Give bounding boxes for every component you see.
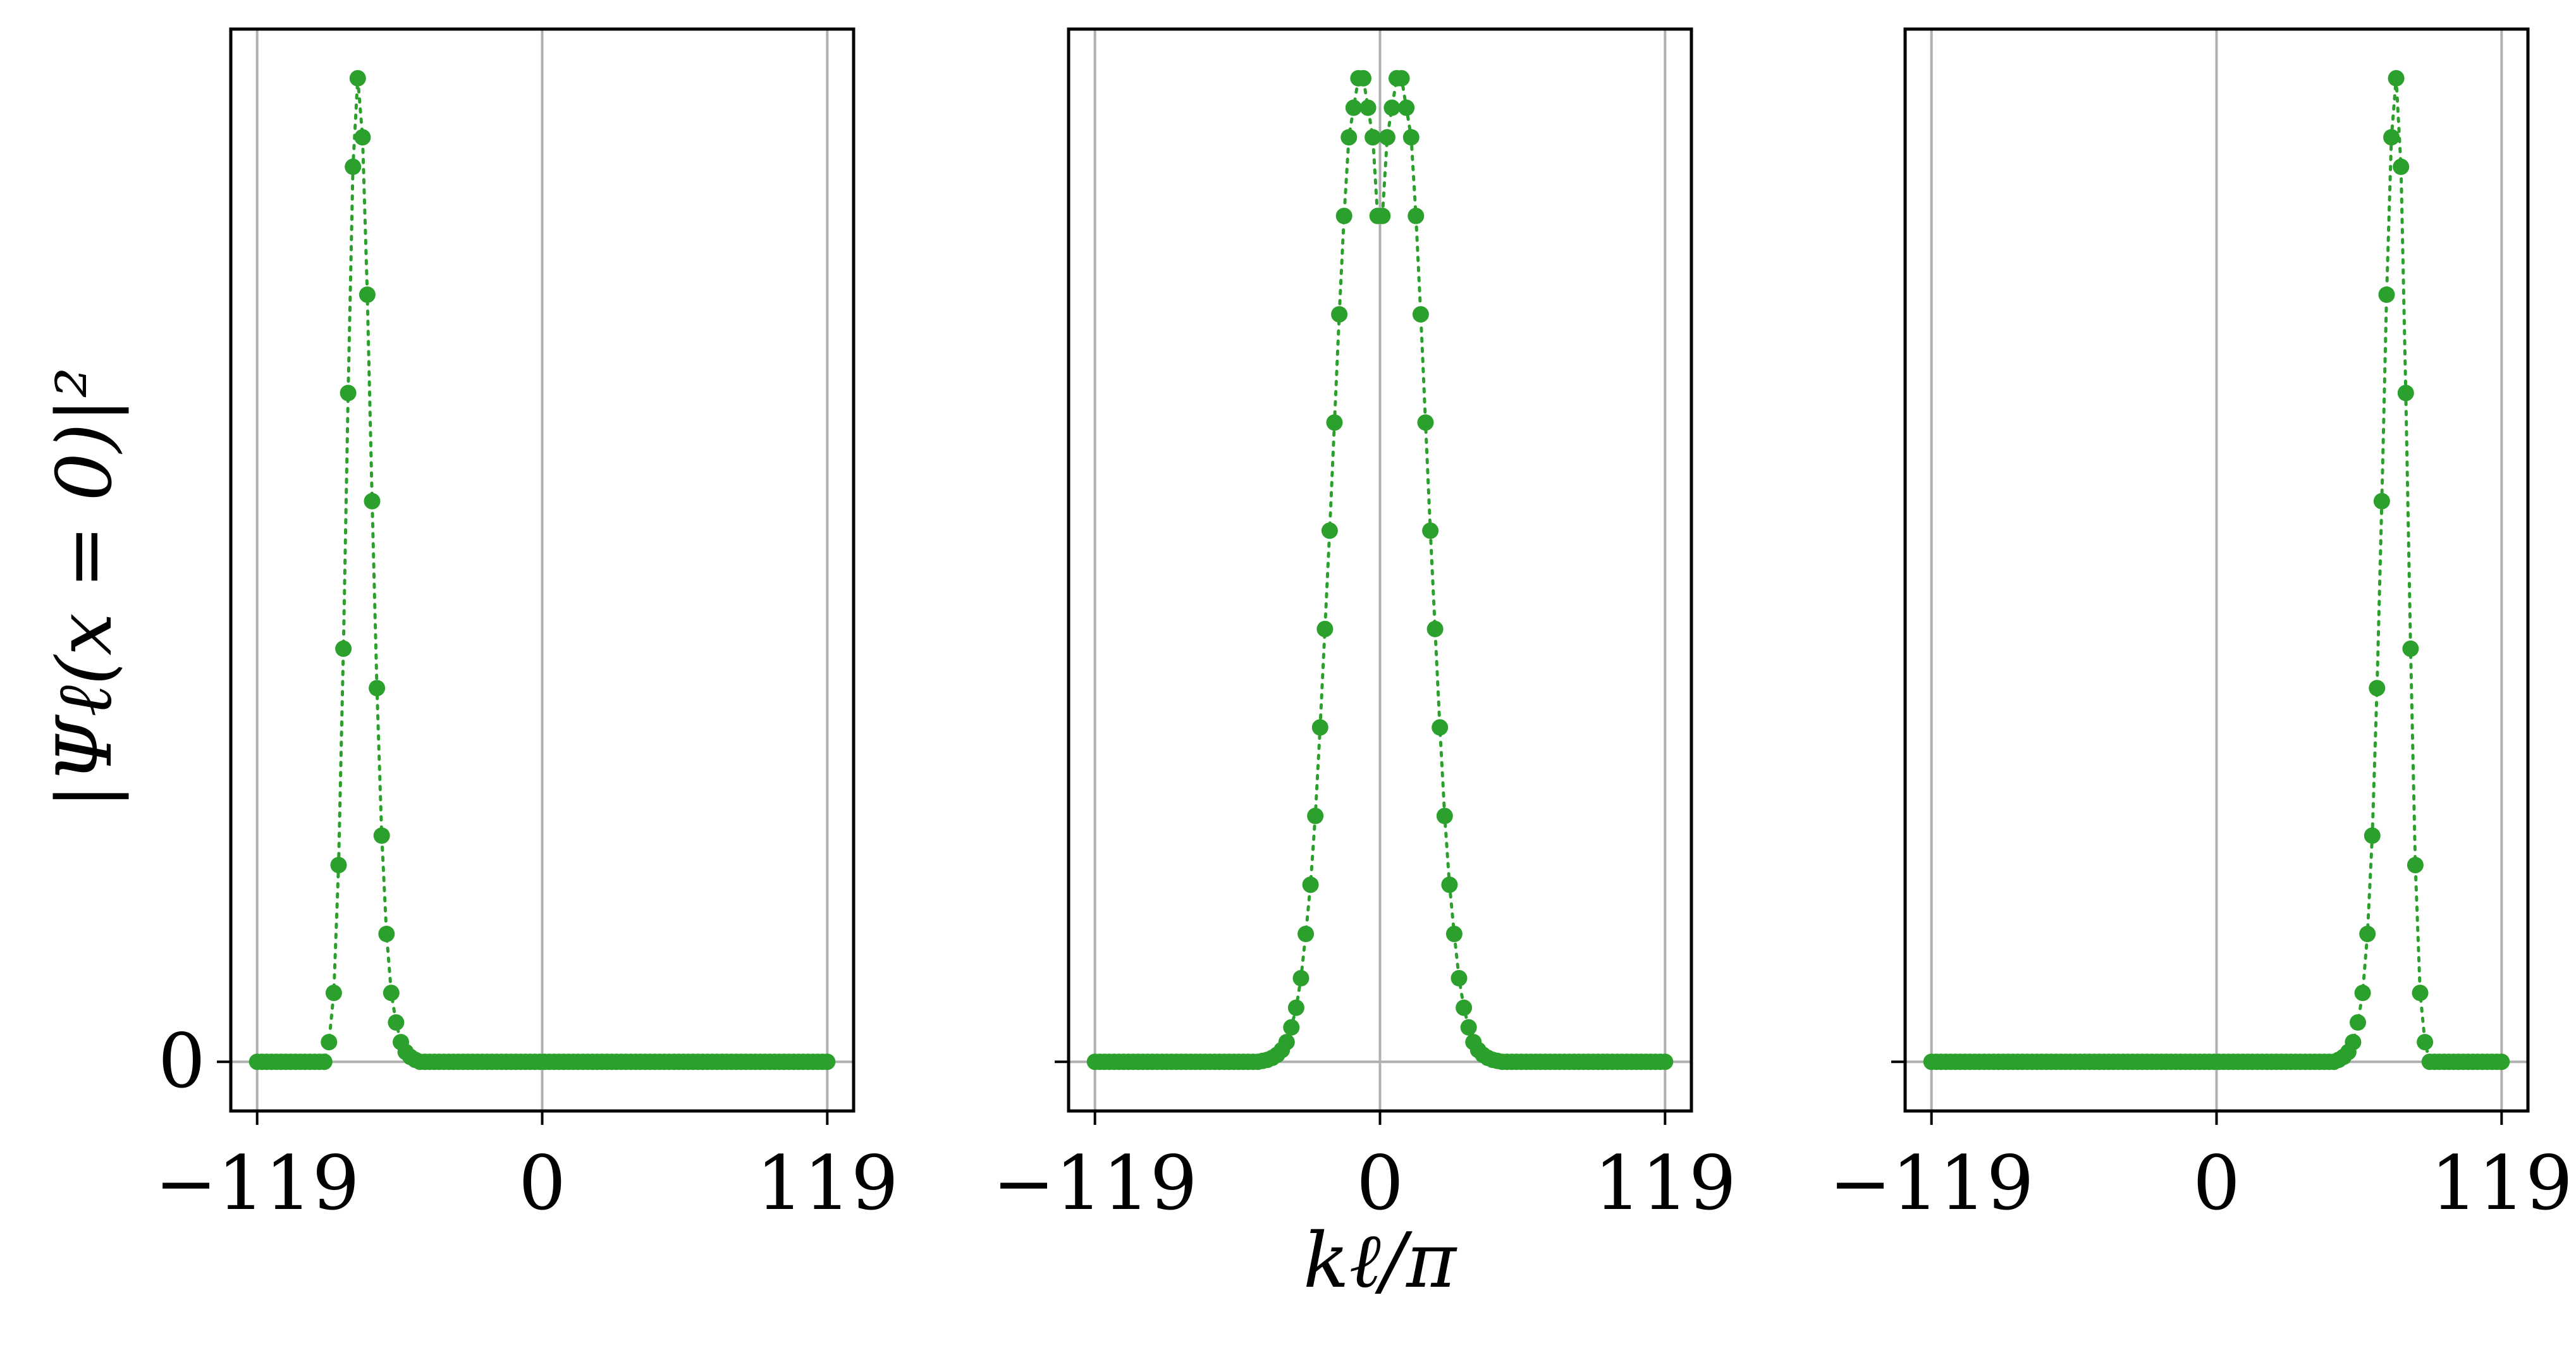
data-point: [1398, 99, 1415, 116]
x-tick-label: 119: [2431, 1139, 2573, 1227]
data-point: [1383, 99, 1401, 116]
data-point: [2369, 680, 2386, 697]
data-point: [1311, 719, 1328, 736]
data-point: [1331, 306, 1348, 323]
data-point: [1302, 876, 1319, 893]
data-point: [1412, 306, 1429, 323]
data-point: [1355, 70, 1371, 87]
data-point: [1340, 129, 1358, 146]
data-point: [1292, 970, 1309, 986]
data-point: [1432, 719, 1449, 736]
panel-center: −119 0 119: [993, 27, 1736, 1227]
data-point: [2397, 384, 2414, 402]
x-axis-label: kℓ/π: [1303, 1217, 1457, 1305]
data-point: [2388, 70, 2405, 87]
data-point: [1297, 926, 1315, 942]
x-tick-label: −119: [1829, 1139, 2034, 1227]
panel-left: −119 0 119 0: [155, 27, 899, 1227]
data-point: [1374, 207, 1391, 224]
data-point: [1451, 970, 1468, 986]
data-point: [1365, 129, 1382, 146]
x-tick-label: −119: [155, 1139, 360, 1227]
data-point: [378, 926, 395, 942]
y-axis-label: |Ψℓ(x = 0)|²: [41, 367, 129, 809]
data-point: [1657, 1053, 1674, 1071]
data-point: [2378, 286, 2395, 303]
data-point: [1359, 99, 1377, 116]
data-point: [819, 1053, 836, 1071]
data-point: [1378, 129, 1395, 146]
data-point: [1422, 522, 1439, 539]
x-tick-label: 119: [756, 1139, 899, 1227]
data-point: [340, 384, 357, 402]
data-point: [1393, 70, 1410, 87]
data-point: [354, 129, 371, 146]
data-point: [1408, 207, 1425, 224]
panels-group: −119 0 119 0 −119 0 119 −119 0 119: [155, 27, 2573, 1227]
x-tick-label: 0: [2193, 1139, 2240, 1227]
data-point: [2407, 857, 2424, 874]
data-point: [1456, 999, 1473, 1016]
data-point: [2359, 926, 2376, 942]
data-point: [325, 985, 342, 1002]
data-point: [2393, 158, 2410, 175]
data-point: [1321, 522, 1338, 539]
data-point: [316, 1053, 333, 1071]
data-point: [364, 493, 381, 510]
data-point: [2350, 1014, 2366, 1031]
data-point: [2345, 1034, 2362, 1051]
data-point: [335, 640, 352, 657]
data-point: [1436, 807, 1453, 825]
x-tick-label: 119: [1594, 1139, 1736, 1227]
x-tick-label: 0: [518, 1139, 566, 1227]
data-point: [383, 985, 400, 1002]
data-point: [1345, 99, 1362, 116]
y-tick-label: 0: [158, 1017, 205, 1105]
data-point: [330, 857, 347, 874]
data-point: [1460, 1019, 1477, 1036]
data-point: [1417, 414, 1434, 431]
data-point: [321, 1034, 338, 1051]
data-point: [349, 70, 366, 87]
data-point: [2493, 1053, 2510, 1071]
data-point: [345, 158, 362, 175]
data-point: [2402, 640, 2419, 657]
x-tick-label: 0: [1356, 1139, 1404, 1227]
data-point: [1445, 926, 1463, 942]
data-point: [2412, 985, 2429, 1002]
x-tick-label: −119: [993, 1139, 1198, 1227]
data-point: [2364, 827, 2381, 844]
data-point: [359, 286, 376, 303]
data-point: [2373, 493, 2390, 510]
data-point: [1441, 876, 1458, 893]
data-point: [1402, 129, 1420, 146]
data-point: [373, 827, 390, 844]
data-point: [369, 680, 386, 697]
data-point: [1283, 1019, 1300, 1036]
data-point: [2383, 129, 2400, 146]
data-point: [1426, 620, 1444, 637]
data-point: [1316, 620, 1334, 637]
data-point: [1307, 807, 1324, 825]
data-point: [1287, 999, 1304, 1016]
data-point: [1278, 1034, 1295, 1051]
data-point: [388, 1014, 405, 1031]
panel-right: −119 0 119: [1829, 27, 2573, 1227]
data-point: [1335, 207, 1352, 224]
data-point: [2417, 1034, 2434, 1051]
data-point: [1326, 414, 1343, 431]
data-point: [2354, 985, 2371, 1002]
